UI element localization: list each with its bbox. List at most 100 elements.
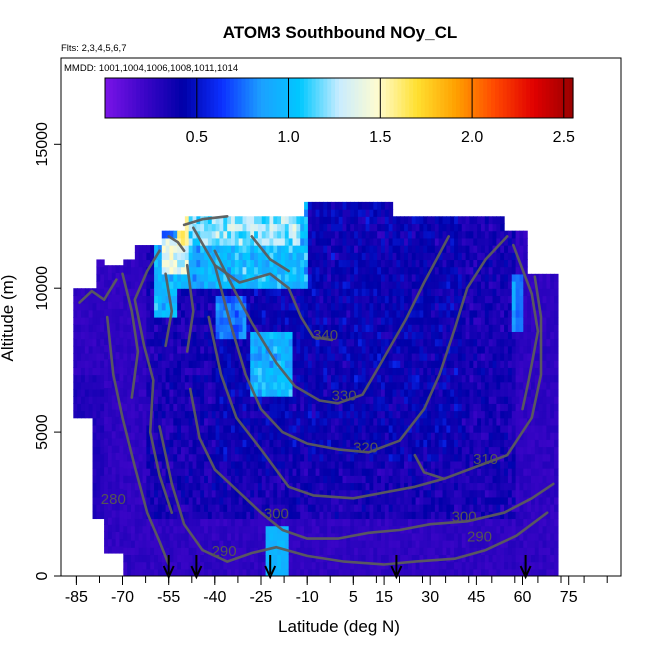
heatmap-cell [177, 230, 182, 239]
heatmap-cell [446, 288, 451, 297]
heatmap-cell [400, 302, 405, 311]
heatmap-cell [288, 374, 294, 383]
heatmap-cell [184, 439, 190, 448]
heatmap-cell [284, 532, 290, 541]
heatmap-cell [269, 489, 274, 498]
heatmap-cell [165, 266, 171, 275]
heatmap-cell [361, 266, 367, 275]
heatmap-cell [411, 410, 417, 419]
heatmap-cell [384, 331, 390, 340]
heatmap-cell [192, 266, 197, 275]
heatmap-cell [238, 554, 244, 563]
heatmap-cell [338, 245, 344, 253]
heatmap-cell [96, 381, 101, 390]
heatmap-cell [277, 295, 282, 304]
heatmap-cell [388, 446, 394, 455]
heatmap-cell [338, 439, 344, 448]
heatmap-cell [211, 482, 217, 491]
heatmap-cell [104, 358, 109, 367]
heatmap-cell [361, 352, 367, 361]
heatmap-cell [84, 360, 90, 368]
heatmap-cell [104, 344, 109, 353]
heatmap-cell [277, 540, 282, 548]
heatmap-cell [246, 482, 251, 491]
heatmap-cell [169, 388, 174, 397]
heatmap-cell [250, 410, 255, 419]
heatmap-cell [304, 223, 309, 232]
heatmap-cell [104, 401, 109, 410]
heatmap-cell [231, 475, 236, 484]
heatmap-cell [384, 460, 390, 469]
heatmap-cell [192, 374, 197, 383]
heatmap-cell [431, 367, 436, 376]
heatmap-cell [281, 568, 286, 576]
heatmap-cell [288, 273, 294, 282]
heatmap-cell [277, 381, 282, 390]
heatmap-cell [300, 424, 305, 433]
heatmap-cell [450, 245, 455, 253]
heatmap-cell [350, 561, 355, 570]
heatmap-cell [473, 475, 478, 484]
heatmap-cell [334, 388, 340, 397]
heatmap-cell [77, 367, 82, 376]
heatmap-cell [434, 237, 440, 246]
heatmap-cell [204, 223, 209, 232]
heatmap-cell [304, 201, 309, 210]
heatmap-cell [281, 518, 286, 527]
heatmap-cell [165, 259, 171, 268]
heatmap-cell [211, 266, 217, 275]
heatmap-cell [342, 273, 347, 282]
heatmap-cell [250, 496, 255, 505]
heatmap-cell [154, 496, 159, 505]
heatmap-cell [150, 302, 155, 311]
heatmap-cell [234, 525, 240, 534]
heatmap-cell [346, 561, 351, 570]
heatmap-cell [396, 237, 401, 246]
heatmap-cell [242, 547, 247, 556]
heatmap-cell [292, 317, 297, 325]
heatmap-cell [411, 237, 417, 246]
heatmap-cell [431, 511, 436, 520]
heatmap-cell [123, 403, 128, 412]
heatmap-cell [277, 302, 282, 311]
heatmap-cell [273, 460, 278, 469]
heatmap-cell [257, 489, 263, 498]
heatmap-cell [284, 237, 290, 246]
heatmap-cell [284, 525, 290, 534]
heatmap-cell [269, 245, 274, 253]
heatmap-cell [338, 295, 344, 304]
heatmap-cell [304, 360, 309, 368]
heatmap-cell [315, 468, 321, 476]
heatmap-cell [400, 338, 405, 347]
heatmap-cell [169, 288, 174, 297]
heatmap-cell [207, 360, 213, 368]
heatmap-cell [338, 266, 344, 275]
heatmap-cell [150, 266, 155, 275]
heatmap-cell [288, 345, 294, 354]
heatmap-cell [434, 302, 440, 311]
heatmap-cell [300, 252, 305, 261]
heatmap-cell [442, 424, 447, 433]
heatmap-cell [354, 223, 359, 232]
heatmap-cell [334, 496, 340, 505]
heatmap-cell [73, 367, 78, 376]
heatmap-cell [184, 295, 190, 304]
heatmap-cell [323, 403, 328, 412]
heatmap-cell [281, 381, 286, 390]
heatmap-cell [342, 482, 347, 491]
heatmap-cell [357, 489, 363, 498]
heatmap-cell [215, 324, 221, 332]
heatmap-cell [419, 547, 424, 556]
heatmap-cell [331, 540, 336, 548]
heatmap-cell [169, 424, 174, 433]
heatmap-cell [219, 309, 224, 318]
heatmap-cell [161, 381, 167, 390]
heatmap-cell [181, 460, 186, 469]
heatmap-cell [234, 561, 240, 570]
heatmap-cell [384, 288, 390, 297]
heatmap-cell [223, 446, 228, 455]
heatmap-cell [315, 345, 321, 354]
heatmap-cell [315, 417, 321, 426]
heatmap-cell [334, 338, 340, 347]
heatmap-cell [296, 331, 301, 340]
